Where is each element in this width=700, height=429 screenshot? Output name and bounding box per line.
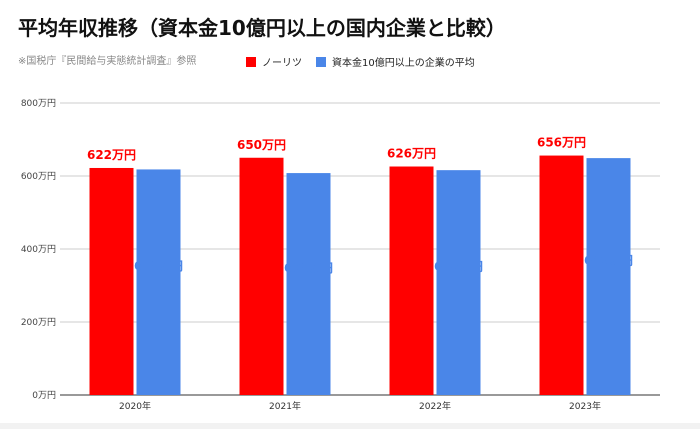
- bar-series-1: [539, 155, 584, 395]
- x-tick-label: 2020年: [119, 400, 151, 412]
- legend-item-series-2[interactable]: 資本金10億円以上の企業の平均: [316, 54, 475, 69]
- bar-series-1: [239, 157, 284, 395]
- data-label-series-2: 618万円: [134, 259, 183, 273]
- legend-label-series-2: 資本金10億円以上の企業の平均: [332, 58, 475, 69]
- bottom-divider: [0, 423, 700, 429]
- y-tick-label: 800万円: [21, 98, 56, 109]
- data-label-series-1: 622万円: [87, 148, 136, 162]
- data-label-series-1: 650万円: [237, 138, 286, 152]
- bar-series-2: [286, 173, 331, 395]
- data-label-series-1: 626万円: [387, 147, 436, 161]
- bar-series-2: [586, 158, 631, 395]
- data-label-series-2: 649万円: [584, 254, 633, 268]
- bar-series-2: [436, 170, 481, 395]
- legend-swatch-series-2: [316, 56, 326, 67]
- bar-series-1: [89, 167, 134, 395]
- chart-subtitle: ※国税庁『民間給与実態統計調査』参照: [18, 56, 197, 67]
- y-tick-label: 400万円: [21, 244, 56, 255]
- legend-swatch-series-1: [246, 56, 256, 67]
- chart-title: 平均年収推移（資本金10億円以上の国内企業と比較）: [18, 16, 506, 40]
- data-label-series-2: 616万円: [434, 260, 483, 274]
- x-tick-label: 2022年: [419, 400, 451, 412]
- x-tick-label: 2023年: [569, 400, 601, 412]
- legend-label-series-1: ノーリツ: [262, 58, 302, 69]
- legend-item-series-1[interactable]: ノーリツ: [246, 54, 302, 69]
- legend: ノーリツ 資本金10億円以上の企業の平均: [246, 54, 489, 69]
- y-tick-label: 200万円: [21, 317, 56, 328]
- bar-series-2: [136, 169, 181, 395]
- bar-series-1: [389, 166, 434, 395]
- y-tick-label: 0万円: [32, 390, 56, 401]
- y-tick-label: 600万円: [21, 171, 56, 182]
- x-tick-label: 2021年: [269, 400, 301, 412]
- data-label-series-1: 656万円: [537, 136, 586, 150]
- data-label-series-2: 608万円: [284, 261, 333, 275]
